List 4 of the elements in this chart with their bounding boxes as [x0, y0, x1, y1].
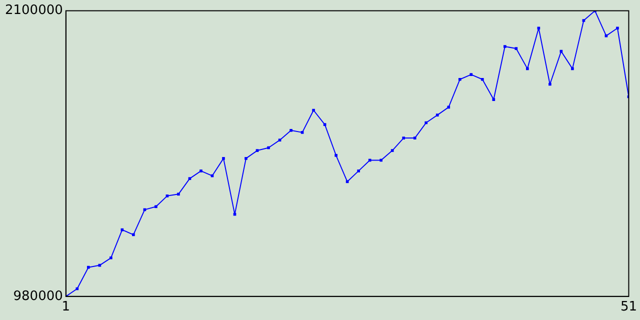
y-tick-label: 980000: [13, 288, 63, 304]
y-tick-label: 2100000: [4, 3, 63, 18]
x-tick-label: 51: [620, 300, 637, 315]
x-tick-label: 1: [62, 300, 70, 315]
